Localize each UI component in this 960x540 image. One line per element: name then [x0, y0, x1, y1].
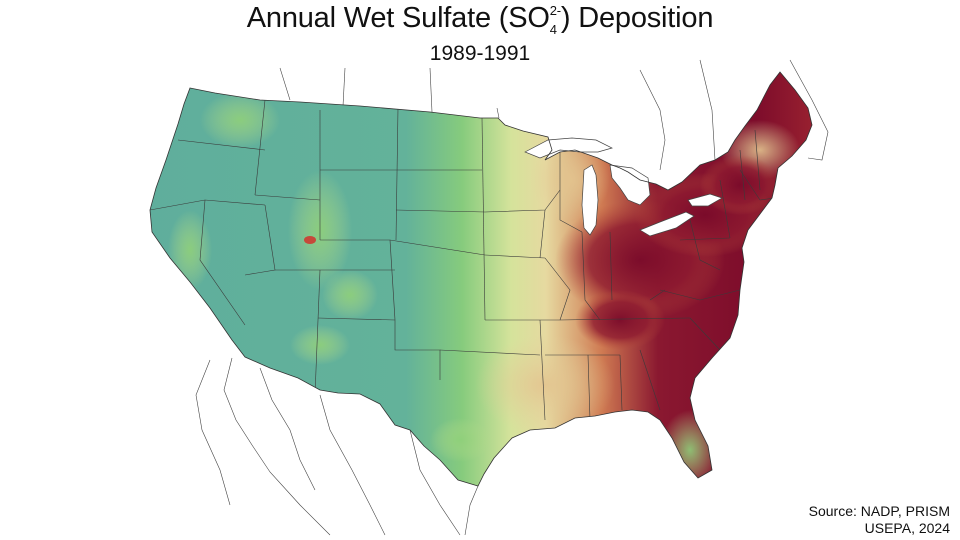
state-boundaries: [150, 99, 776, 421]
map-subtitle: 1989-1991: [429, 42, 531, 65]
title-superscript: 2-: [549, 3, 561, 18]
lake-huron: [609, 164, 651, 206]
source-credit: Source: NADP, PRISM USEPA, 2024: [809, 503, 950, 537]
lake-superior: [524, 137, 613, 159]
lake-ontario: [687, 193, 723, 207]
title-suffix: ) Deposition: [560, 2, 714, 34]
great-lakes: [524, 137, 723, 237]
source-line-2: USEPA, 2024: [864, 520, 950, 536]
source-line-1: Source: NADP, PRISM: [808, 503, 950, 519]
title-subscript: 4: [549, 22, 557, 37]
lake-erie: [639, 211, 695, 237]
title-prefix: Annual Wet Sulfate (SO: [246, 2, 550, 34]
map-title: Annual Wet Sulfate (SO4 2-) Deposition: [0, 2, 960, 37]
outside-boundaries: [195, 59, 829, 536]
lake-michigan: [581, 164, 599, 236]
